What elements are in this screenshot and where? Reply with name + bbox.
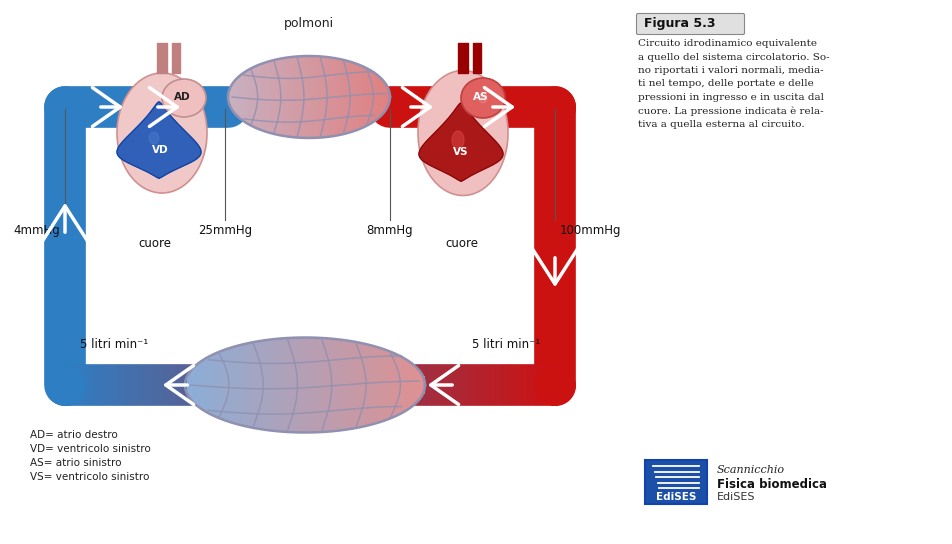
Polygon shape — [479, 93, 487, 103]
Polygon shape — [117, 102, 201, 178]
Text: sistema capillare: sistema capillare — [255, 342, 355, 355]
Text: cuore. La pressione indicata è rela-: cuore. La pressione indicata è rela- — [638, 107, 823, 116]
Text: ti nel tempo, delle portate e delle: ti nel tempo, delle portate e delle — [638, 79, 814, 89]
Text: VS: VS — [453, 147, 468, 157]
Polygon shape — [149, 132, 159, 144]
Text: pressioni in ingresso e in uscita dal: pressioni in ingresso e in uscita dal — [638, 93, 824, 102]
Text: EdiSES: EdiSES — [656, 492, 696, 502]
Text: no riportati i valori normali, media-: no riportati i valori normali, media- — [638, 66, 823, 75]
Text: AS= atrio sinistro: AS= atrio sinistro — [30, 458, 122, 468]
Text: 4mmHg: 4mmHg — [13, 224, 60, 237]
Ellipse shape — [117, 73, 207, 193]
Text: Fisica biomedica: Fisica biomedica — [717, 478, 827, 491]
Text: a quello del sistema circolatorio. So-: a quello del sistema circolatorio. So- — [638, 53, 829, 61]
Text: cuore: cuore — [446, 237, 479, 250]
Text: tiva a quella esterna al circuito.: tiva a quella esterna al circuito. — [638, 120, 804, 129]
Text: AS: AS — [473, 92, 488, 102]
Text: AD= atrio destro: AD= atrio destro — [30, 430, 118, 440]
Text: 8mmHg: 8mmHg — [367, 224, 413, 237]
Text: AD: AD — [173, 92, 190, 102]
Text: Circuito idrodinamico equivalente: Circuito idrodinamico equivalente — [638, 39, 817, 48]
FancyBboxPatch shape — [637, 14, 744, 34]
FancyBboxPatch shape — [645, 460, 707, 504]
Text: polmoni: polmoni — [284, 17, 334, 30]
Text: Scannicchio: Scannicchio — [717, 465, 785, 475]
Polygon shape — [419, 103, 503, 181]
Text: cuore: cuore — [138, 237, 171, 250]
Text: 5 litri min⁻¹: 5 litri min⁻¹ — [472, 338, 540, 351]
Text: VD: VD — [151, 145, 169, 155]
Text: 5 litri min⁻¹: 5 litri min⁻¹ — [80, 338, 149, 351]
Text: 25mmHg: 25mmHg — [198, 224, 252, 237]
Text: VS= ventricolo sinistro: VS= ventricolo sinistro — [30, 472, 149, 482]
Text: Figura 5.3: Figura 5.3 — [644, 17, 716, 30]
Text: 100mmHg: 100mmHg — [560, 224, 622, 237]
Polygon shape — [452, 131, 464, 149]
Text: VD= ventricolo sinistro: VD= ventricolo sinistro — [30, 444, 150, 454]
Text: EdiSES: EdiSES — [717, 492, 756, 502]
Ellipse shape — [162, 79, 206, 117]
Ellipse shape — [461, 78, 505, 118]
Ellipse shape — [418, 71, 508, 195]
